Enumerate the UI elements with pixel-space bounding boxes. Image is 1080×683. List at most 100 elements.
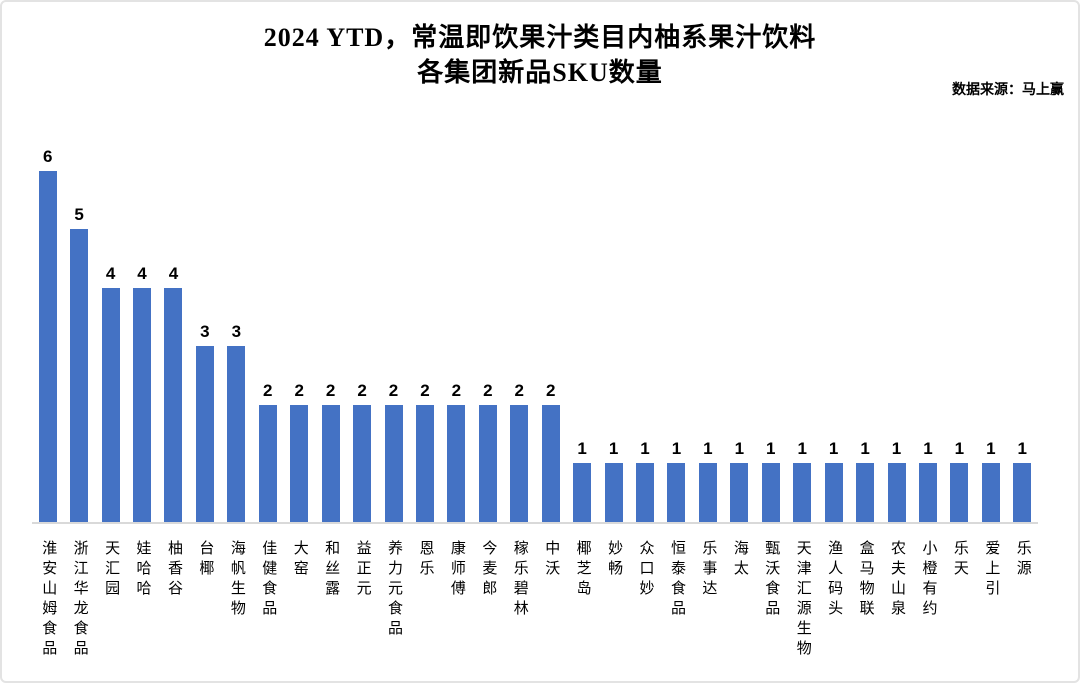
bar (761, 463, 780, 522)
bar (950, 463, 969, 522)
bar (478, 405, 497, 522)
bar-value-label: 2 (545, 381, 556, 400)
bar-column: 1 (912, 439, 943, 522)
bar-column: 3 (221, 322, 252, 522)
bar-column: 2 (441, 381, 472, 522)
bar-category-label: 海帆生物 (228, 540, 245, 620)
bar-value-label: 1 (954, 439, 965, 458)
bar-category-label: 浙江华龙食品 (71, 540, 88, 660)
bar (227, 346, 246, 522)
bar-column: 2 (315, 381, 346, 522)
bar-value-label: 1 (640, 439, 650, 458)
bar (573, 463, 592, 522)
bar-value-label: 1 (860, 439, 870, 458)
bar (918, 463, 937, 522)
bar-column: 1 (724, 439, 755, 522)
bar-value-label: 2 (325, 381, 336, 400)
bar-column: 2 (472, 381, 503, 522)
bar-column: 2 (378, 381, 409, 522)
bar-category-label: 养力元食品 (386, 540, 403, 640)
bar-column: 1 (755, 439, 786, 522)
bar-value-label: 1 (703, 439, 713, 458)
bar-category-label: 盒马物联 (857, 540, 874, 620)
bar-value-label: 1 (923, 439, 933, 458)
category-label-cell: 天汇园 (95, 524, 126, 660)
category-axis: 淮安山姆食品 浙江华龙食品 天汇园 娃哈哈 柚香谷 台椰 海帆生物 佳健食品 大窑 和丝露 益正元养… (32, 524, 1038, 660)
bar-value-label: 3 (200, 322, 210, 341)
bar-category-label: 恩乐 (417, 540, 434, 580)
category-label-cell: 乐源 (1007, 524, 1038, 660)
bar-column: 2 (346, 381, 377, 522)
bar-column: 6 (32, 147, 63, 522)
bar (70, 229, 89, 522)
category-label-cell: 台椰 (189, 524, 220, 660)
category-label-cell: 恒泰食品 (661, 524, 692, 660)
bar (101, 288, 120, 522)
bar (290, 405, 309, 522)
category-label-cell: 椰芝岛 (566, 524, 597, 660)
bar-column: 2 (535, 381, 566, 522)
bar-value-label: 2 (483, 381, 493, 400)
bar (636, 463, 655, 522)
bar (604, 463, 623, 522)
bar-value-label: 1 (577, 439, 587, 458)
bar-value-label: 1 (986, 439, 996, 458)
bar (793, 463, 812, 522)
bar-category-label: 乐源 (1014, 540, 1031, 580)
bar-value-label: 6 (42, 147, 53, 166)
bar-value-label: 2 (263, 381, 273, 400)
bar-value-label: 2 (294, 381, 304, 400)
bar-column: 1 (881, 439, 912, 522)
bar-category-label: 恒泰食品 (668, 540, 685, 620)
bar-category-label: 大窑 (291, 540, 308, 580)
bar (667, 463, 686, 522)
bar-column: 1 (1007, 439, 1038, 522)
category-label-cell: 和丝露 (315, 524, 346, 660)
chart-title-line1: 2024 YTD，常温即饮果汁类目内柚系果汁饮料 (263, 23, 817, 52)
bar-category-label: 乐事达 (700, 540, 717, 600)
bar-column: 1 (692, 439, 723, 522)
bar (195, 346, 214, 522)
bar-category-label: 小橙有约 (920, 540, 937, 620)
bar-category-label: 佳健食品 (260, 540, 277, 620)
bar-column: 1 (661, 439, 692, 522)
category-label-cell: 爱上引 (975, 524, 1006, 660)
bar (856, 463, 875, 522)
category-label-cell: 柚香谷 (158, 524, 189, 660)
category-label-cell: 今麦郎 (472, 524, 503, 660)
category-label-cell: 大窑 (284, 524, 315, 660)
category-label-cell: 康师傅 (441, 524, 472, 660)
bar-category-label: 台椰 (197, 540, 214, 580)
bar (321, 405, 340, 522)
bar-column: 1 (787, 439, 818, 522)
category-label-cell: 小橙有约 (912, 524, 943, 660)
bar-category-label: 益正元 (354, 540, 371, 600)
bar (38, 171, 57, 522)
chart-title-line2: 各集团新品SKU数量 (417, 58, 663, 87)
bar-column: 4 (158, 264, 189, 522)
category-label-cell: 娃哈哈 (126, 524, 157, 660)
bar-value-label: 1 (608, 439, 619, 458)
category-label-cell: 海太 (724, 524, 755, 660)
bar-value-label: 3 (231, 322, 242, 341)
category-label-cell: 渔人码头 (818, 524, 849, 660)
bar-value-label: 1 (766, 439, 776, 458)
bar-value-label: 2 (451, 381, 462, 400)
bar-column: 1 (849, 439, 880, 522)
bar-column: 1 (598, 439, 629, 522)
bar-category-label: 柚香谷 (165, 540, 182, 600)
category-label-cell: 盒马物联 (849, 524, 880, 660)
bar-value-label: 2 (388, 381, 399, 400)
bar (258, 405, 277, 522)
category-label-cell: 养力元食品 (378, 524, 409, 660)
bar (384, 405, 403, 522)
bar-category-label: 农夫山泉 (889, 540, 906, 620)
category-label-cell: 甄沃食品 (755, 524, 786, 660)
chart-title: 2024 YTD，常温即饮果汁类目内柚系果汁饮料 各集团新品SKU数量 (2, 20, 1078, 90)
bar-column: 2 (284, 381, 315, 522)
bar-category-label: 稼乐碧林 (511, 540, 528, 620)
category-label-cell: 益正元 (346, 524, 377, 660)
bar (824, 463, 843, 522)
category-label-cell: 乐事达 (692, 524, 723, 660)
